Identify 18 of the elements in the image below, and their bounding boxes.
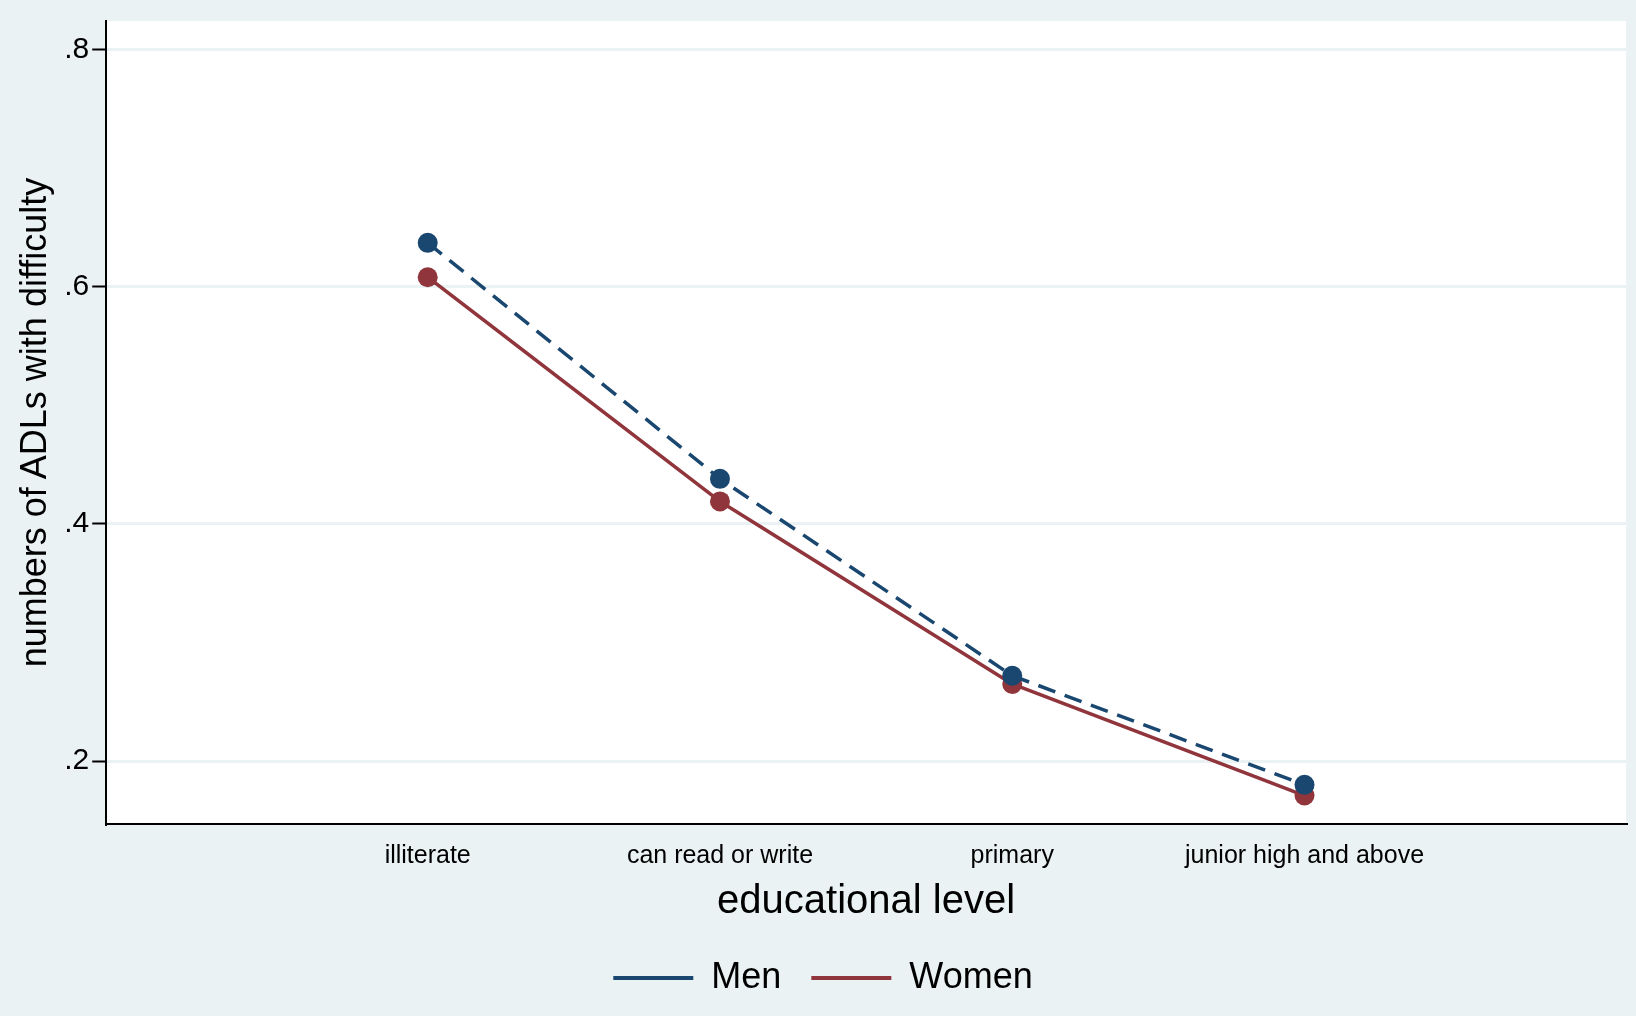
y-axis-title: numbers of ADLs with difficulty bbox=[12, 177, 54, 668]
y-tick-label: .8 bbox=[64, 30, 90, 64]
y-tick-label: .2 bbox=[64, 742, 90, 776]
legend-label: Women bbox=[909, 954, 1033, 996]
point bbox=[1002, 665, 1023, 686]
x-tick-label: can read or write bbox=[626, 839, 814, 868]
point bbox=[417, 232, 438, 253]
point bbox=[417, 267, 438, 288]
point bbox=[709, 491, 730, 512]
x-tick-label: illiterate bbox=[384, 839, 471, 868]
x-tick-label: junior high and above bbox=[1183, 839, 1425, 868]
legend-label: Men bbox=[711, 954, 782, 996]
x-axis-title: educational level bbox=[717, 877, 1016, 922]
y-tick-label: .4 bbox=[64, 505, 90, 539]
point bbox=[709, 468, 730, 489]
point bbox=[1294, 774, 1315, 795]
y-tick-label: .6 bbox=[64, 267, 90, 301]
x-tick-label: primary bbox=[970, 839, 1055, 868]
